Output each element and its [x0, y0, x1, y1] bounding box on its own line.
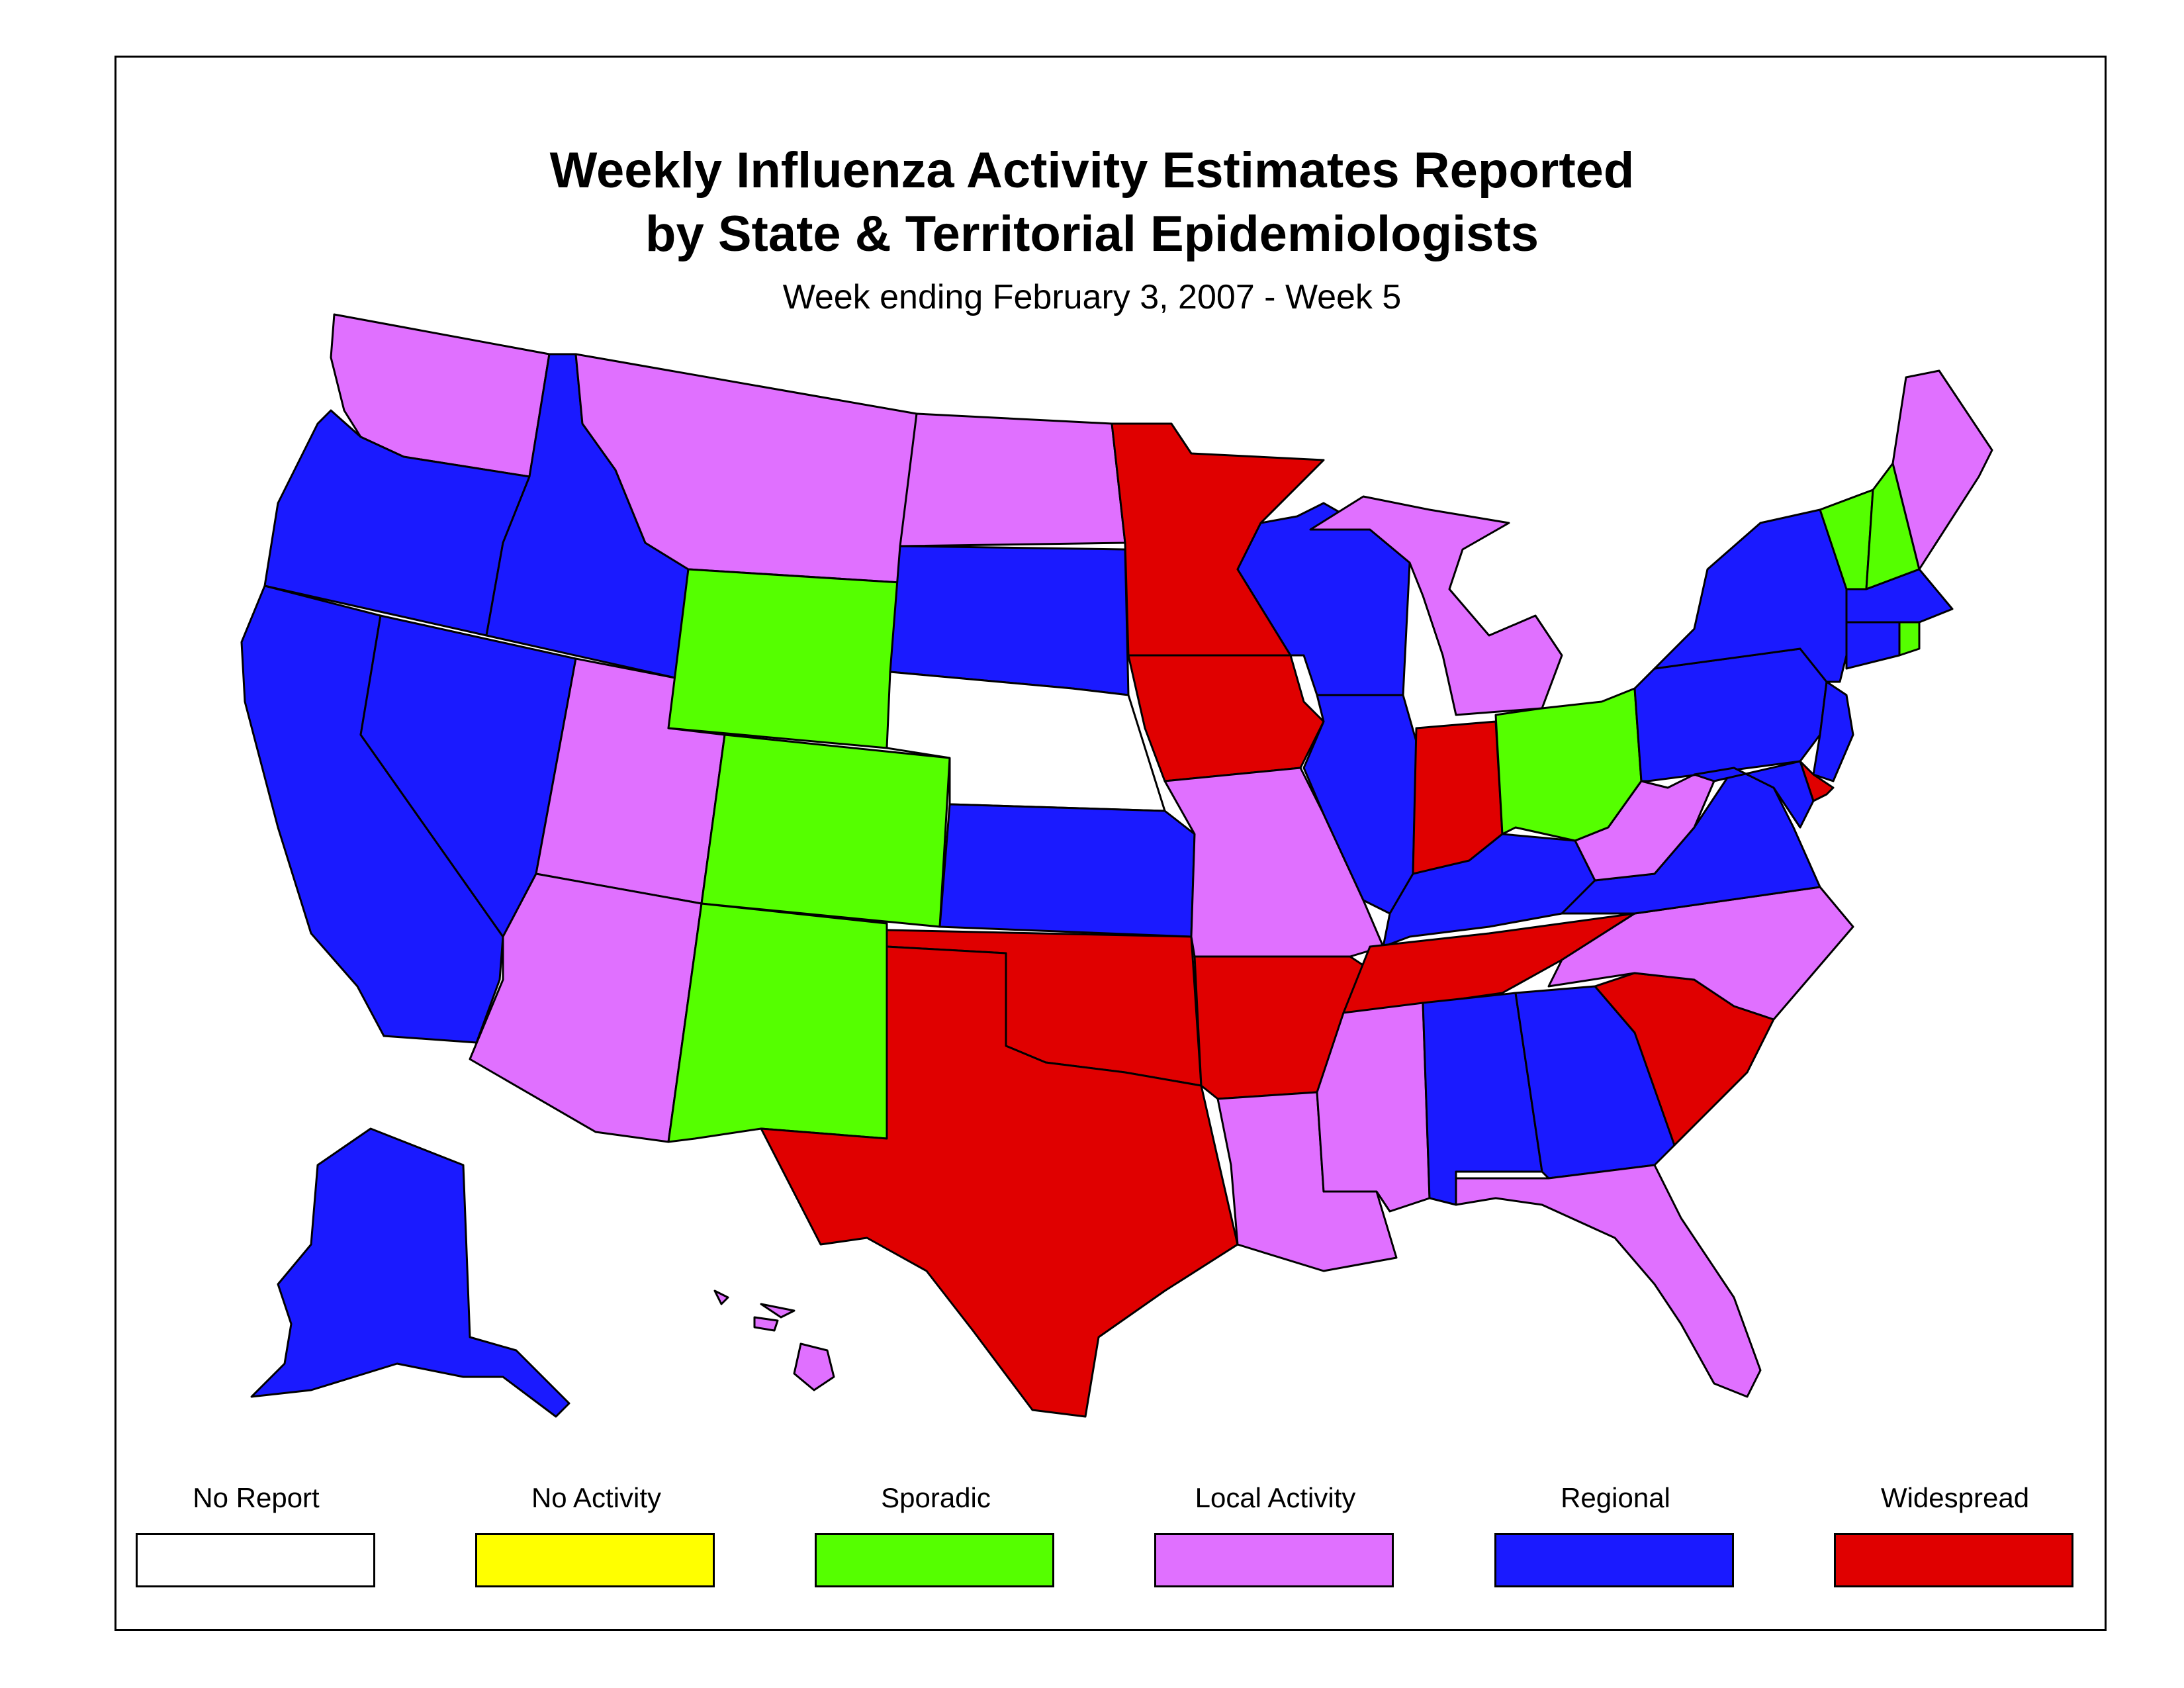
- state-wyoming: [667, 568, 901, 749]
- legend-label-regional: Regional: [1561, 1482, 1670, 1513]
- state-new-york: [1653, 508, 1848, 683]
- state-colorado: [700, 733, 951, 928]
- state-kansas: [938, 803, 1196, 938]
- legend-swatch-no-report: [136, 1533, 375, 1587]
- state-connecticut: [1845, 621, 1901, 670]
- legend-swatch-local-activity: [1154, 1533, 1394, 1587]
- map-subtitle: Week ending February 3, 2007 - Week 5: [782, 278, 1402, 316]
- state-illinois: [1302, 694, 1418, 915]
- state-south-dakota: [889, 545, 1130, 696]
- state-florida: [1455, 1164, 1762, 1398]
- legend-label-no-report: No Report: [193, 1482, 320, 1513]
- legend-swatch-widespread: [1834, 1533, 2073, 1587]
- state-new-mexico: [667, 902, 888, 1143]
- state-iowa: [1127, 654, 1325, 782]
- map-title-line2: by State & Territorial Epidemiologists: [645, 206, 1539, 262]
- state-texas: [760, 945, 1239, 1418]
- legend-swatch-no-activity: [475, 1533, 715, 1587]
- state-west-virginia: [1574, 773, 1715, 882]
- state-alaska: [250, 1127, 570, 1418]
- state-maryland: [1693, 760, 1815, 829]
- state-new-jersey: [1812, 680, 1854, 782]
- map-frame: [114, 56, 2107, 1631]
- legend-label-local-activity: Local Activity: [1195, 1482, 1356, 1513]
- state-missouri: [1163, 767, 1385, 958]
- legend-label-no-activity: No Activity: [531, 1482, 662, 1513]
- legend-label-widespread: Widespread: [1880, 1482, 2030, 1513]
- map-title-line1: Weekly Influenza Activity Estimates Repo…: [549, 142, 1635, 199]
- legend-swatch-regional: [1494, 1533, 1734, 1587]
- state-rhode-island: [1898, 621, 1921, 657]
- state-michigan: [1309, 495, 1563, 716]
- state-hawaii: [713, 1289, 835, 1391]
- legend-swatch-sporadic: [815, 1533, 1054, 1587]
- legend-label-sporadic: Sporadic: [881, 1482, 991, 1513]
- state-north-dakota: [899, 412, 1126, 547]
